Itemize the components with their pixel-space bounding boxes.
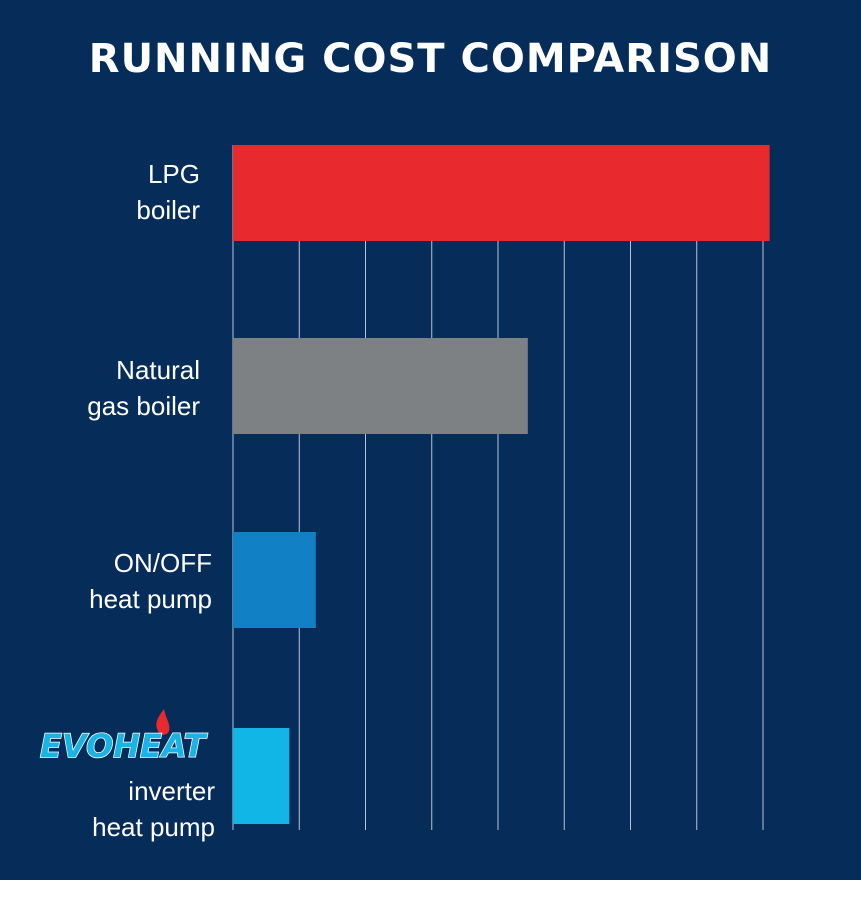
evoheat-flame-icon <box>156 709 170 735</box>
evoheat-logo-text: EVOHEAT <box>40 727 208 763</box>
bar-inverter-heat-pump <box>233 728 290 824</box>
chart-panel: RUNNING COST COMPARISON LPG boiler Natur… <box>0 0 861 880</box>
evoheat-logo: EVOHEAT <box>39 709 208 763</box>
category-label-lpg-boiler: LPG boiler <box>136 159 200 225</box>
category-label-natural-gas-boiler: Natural gas boiler <box>87 355 200 421</box>
bar-natural-gas-boiler <box>233 338 528 434</box>
category-label-onoff-heat-pump: ON/OFF heat pump <box>89 548 212 614</box>
bar-onoff-heat-pump <box>233 532 316 628</box>
bar-lpg-boiler <box>233 145 770 241</box>
category-label-inverter-heat-pump: inverter heat pump <box>92 776 215 842</box>
bar-chart <box>232 145 770 830</box>
chart-title: RUNNING COST COMPARISON <box>88 36 773 82</box>
